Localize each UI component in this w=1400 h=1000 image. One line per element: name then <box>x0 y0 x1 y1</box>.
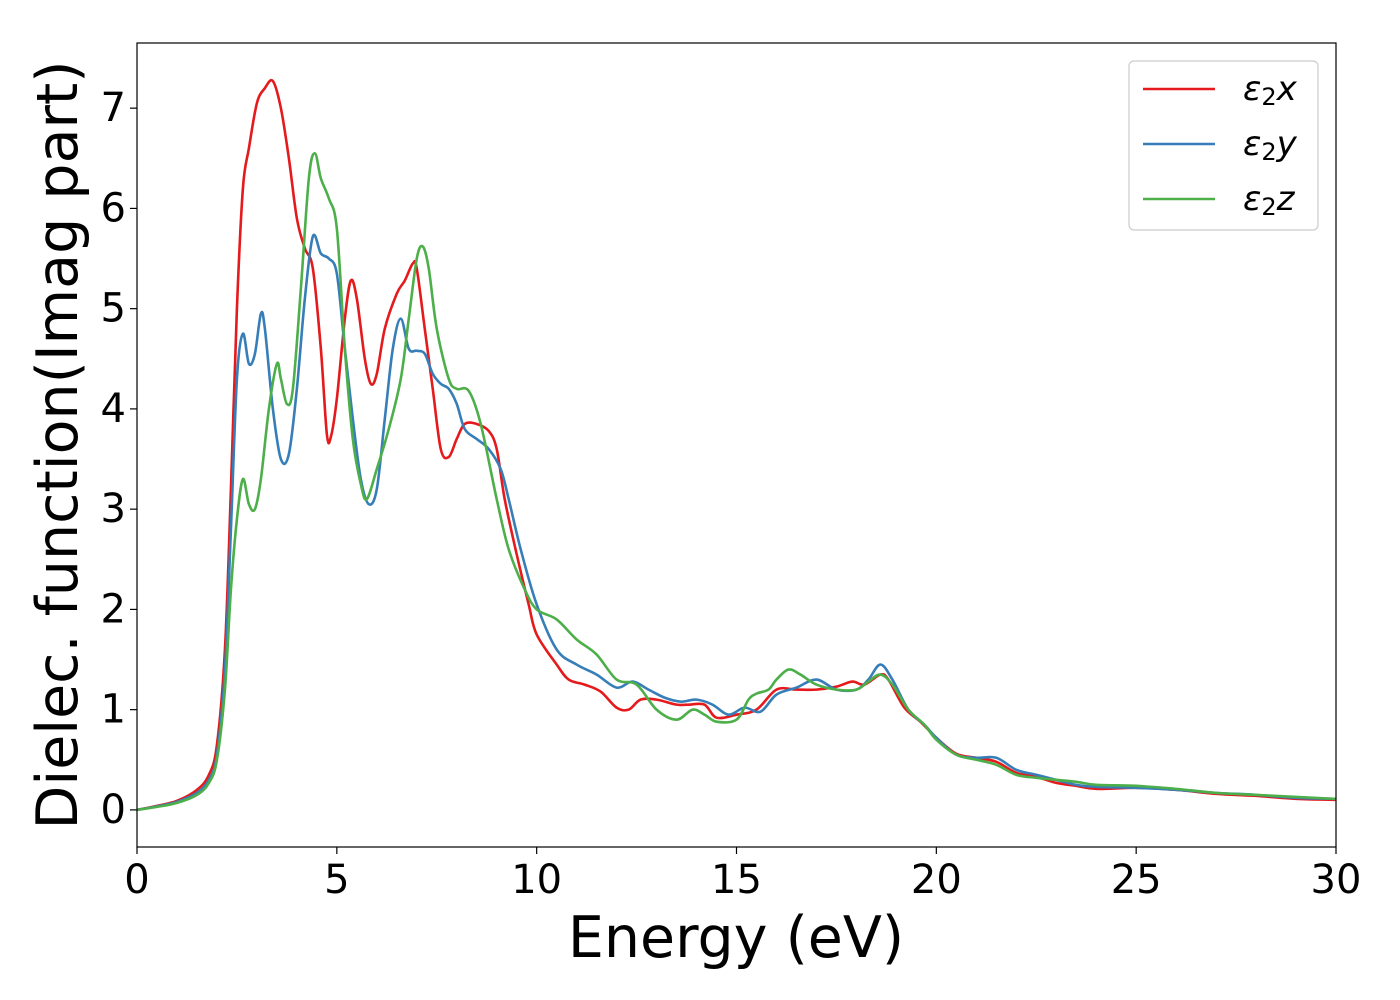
x-tick-label: 20 <box>911 857 962 903</box>
y-axis-label: Dielec. function(Imag part) <box>25 60 91 829</box>
x-axis-ticks: 0 5 10 15 20 25 30 <box>124 847 1361 903</box>
x-tick-label: 0 <box>124 857 149 903</box>
y-tick-label: 0 <box>101 787 126 833</box>
y-tick-label: 7 <box>101 85 126 131</box>
x-tick-label: 10 <box>511 857 562 903</box>
x-tick-label: 30 <box>1311 857 1362 903</box>
series-line-2 <box>137 233 1336 812</box>
plot-lines <box>137 78 1336 812</box>
y-tick-label: 1 <box>101 687 126 733</box>
x-tick-label: 25 <box>1111 857 1162 903</box>
x-tick-label: 15 <box>711 857 762 903</box>
y-axis-ticks: 0 1 2 3 4 5 6 7 <box>101 85 137 833</box>
series-line-3 <box>137 151 1336 812</box>
y-tick-label: 6 <box>101 185 126 231</box>
legend-label-2: ε2y <box>1243 124 1298 166</box>
y-tick-label: 2 <box>101 586 126 632</box>
x-tick-label: 5 <box>324 857 349 903</box>
x-axis-label: Energy (eV) <box>568 905 904 971</box>
y-tick-label: 4 <box>101 386 126 432</box>
y-tick-label: 5 <box>101 286 126 332</box>
legend-label-3: ε2z <box>1243 179 1296 221</box>
legend-label-1: ε2x <box>1243 69 1298 111</box>
legend: ε2x ε2y ε2z <box>1128 60 1319 231</box>
y-tick-label: 3 <box>101 486 126 532</box>
legend-box <box>1128 60 1319 231</box>
